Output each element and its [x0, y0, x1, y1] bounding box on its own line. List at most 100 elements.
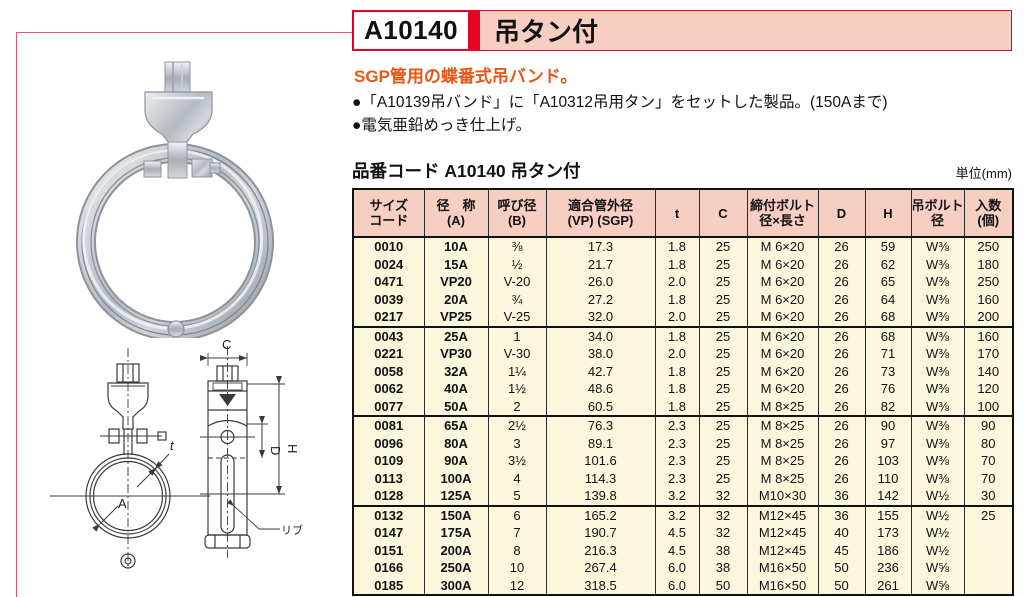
- cell-nominal-dia: 5: [487, 487, 547, 506]
- cell-pipe-od: 34.0: [545, 326, 656, 345]
- cell-hanger-bolt: W½: [910, 487, 965, 506]
- cell-h: 68: [864, 308, 912, 327]
- cell-pipe-od: 139.8: [545, 487, 656, 506]
- table-caption: 品番コード A10140 吊タン付: [352, 161, 581, 181]
- cell-bolt: M12×45: [746, 505, 819, 524]
- label-diameter-a: A: [118, 496, 127, 511]
- table-row: 0128 125A 5 139.8 3.2 32 M10×30 36 142 W½ 30: [352, 487, 1014, 506]
- header-size-code: サイズ コード: [352, 189, 425, 238]
- cell-dia-name: 32A: [423, 362, 489, 380]
- table-row: 0039 20A ¾ 27.2 1.8 25 M 6×20 26 64 W⅜ 160: [352, 290, 1014, 308]
- cell-hanger-bolt: W½: [910, 541, 965, 559]
- cell-hanger-bolt: W⅜: [910, 397, 965, 416]
- cell-t: 1.8: [654, 255, 700, 273]
- cell-bolt: M16×50: [746, 576, 819, 595]
- cell-dia-name: 300A: [423, 576, 489, 595]
- cell-size-code: 0096: [352, 434, 425, 452]
- cell-nominal-dia: V-30: [487, 345, 547, 363]
- cell-c: 25: [698, 469, 748, 487]
- cell-size-code: 0132: [352, 505, 425, 524]
- cell-c: 25: [698, 452, 748, 470]
- cell-pipe-od: 26.0: [545, 273, 656, 291]
- cell-pipe-od: 60.5: [545, 397, 656, 416]
- cell-d: 26: [817, 326, 866, 345]
- header-nominal-dia: 呼び径 (B): [487, 189, 547, 238]
- table-row: 0043 25A 1 34.0 1.8 25 M 6×20 26 68 W⅜ 160: [352, 326, 1014, 345]
- cell-bolt: M 8×25: [746, 452, 819, 470]
- cell-c: 38: [698, 541, 748, 559]
- cell-c: 25: [698, 326, 748, 345]
- cell-nominal-dia: 1¼: [487, 362, 547, 380]
- cell-nominal-dia: 2½: [487, 416, 547, 435]
- cell-qty: 90: [963, 416, 1014, 435]
- table-row: 0221 VP30 V-30 38.0 2.0 25 M 6×20 26 71 W⅜ 170: [352, 345, 1014, 363]
- unit-label: 単位(mm): [955, 166, 1012, 181]
- label-rib: リブ: [281, 523, 303, 537]
- table-row: 0010 10A ⅜ 17.3 1.8 25 M 6×20 26 59 W⅜ 250: [352, 237, 1014, 256]
- cell-h: 110: [864, 469, 912, 487]
- cell-c: 32: [698, 505, 748, 524]
- cell-nominal-dia: V-20: [487, 273, 547, 291]
- cell-h: 82: [864, 397, 912, 416]
- cell-bolt: M 6×20: [746, 255, 819, 273]
- cell-hanger-bolt: W⅜: [910, 452, 965, 470]
- table-row: 0151 200A 8 216.3 4.5 38 M12×45 45 186 W½: [352, 541, 1014, 559]
- cell-hanger-bolt: W⅝: [910, 576, 965, 595]
- cell-size-code: 0109: [352, 452, 425, 470]
- cell-h: 62: [864, 255, 912, 273]
- cell-t: 6.0: [654, 576, 700, 595]
- cell-c: 32: [698, 487, 748, 506]
- cell-size-code: 0147: [352, 524, 425, 542]
- cell-c: 25: [698, 290, 748, 308]
- cell-size-code: 0081: [352, 416, 425, 435]
- cell-dia-name: 50A: [423, 397, 489, 416]
- cell-c: 25: [698, 345, 748, 363]
- cell-qty: 120: [963, 380, 1014, 398]
- cell-dia-name: 40A: [423, 380, 489, 398]
- cell-hanger-bolt: W⅜: [910, 469, 965, 487]
- table-row: 0024 15A ½ 21.7 1.8 25 M 6×20 26 62 W⅜ 180: [352, 255, 1014, 273]
- table-row: 0109 90A 3½ 101.6 2.3 25 M 8×25 26 103 W⅜ 70: [352, 452, 1014, 470]
- cell-c: 25: [698, 380, 748, 398]
- cell-pipe-od: 76.3: [545, 416, 656, 435]
- cell-d: 26: [817, 308, 866, 327]
- cell-t: 1.8: [654, 326, 700, 345]
- table-row: 0217 VP25 V-25 32.0 2.0 25 M 6×20 26 68 W⅜ 200: [352, 308, 1014, 327]
- cell-size-code: 0128: [352, 487, 425, 506]
- bullet-note-2: ●電気亜鉛めっき仕上げ。: [352, 117, 532, 134]
- cell-size-code: 0024: [352, 255, 425, 273]
- header-d: D: [817, 189, 866, 238]
- header-c: C: [698, 189, 748, 238]
- cell-d: 26: [817, 416, 866, 435]
- product-name: 吊タン付: [480, 10, 1012, 51]
- cell-d: 36: [817, 487, 866, 506]
- cell-qty: 200: [963, 308, 1014, 327]
- cell-d: 26: [817, 452, 866, 470]
- header-dia-name: 径 称 (A): [423, 189, 489, 238]
- cell-t: 1.8: [654, 290, 700, 308]
- cell-hanger-bolt: W⅜: [910, 434, 965, 452]
- cell-hanger-bolt: W⅜: [910, 326, 965, 345]
- cell-qty: 30: [963, 487, 1014, 506]
- cell-dia-name: 250A: [423, 559, 489, 577]
- cell-qty: 70: [963, 452, 1014, 470]
- cell-nominal-dia: 8: [487, 541, 547, 559]
- cell-h: 65: [864, 273, 912, 291]
- cell-d: 26: [817, 255, 866, 273]
- table-row: 0077 50A 2 60.5 1.8 25 M 8×25 26 82 W⅜ 100: [352, 397, 1014, 416]
- cell-bolt: M 6×20: [746, 362, 819, 380]
- cell-t: 1.8: [654, 237, 700, 256]
- cell-d: 45: [817, 541, 866, 559]
- cell-c: 25: [698, 434, 748, 452]
- cell-bolt: M 6×20: [746, 237, 819, 256]
- cell-dia-name: VP25: [423, 308, 489, 327]
- table-row: 0081 65A 2½ 76.3 2.3 25 M 8×25 26 90 W⅜ 90: [352, 416, 1014, 435]
- label-thickness-t: t: [170, 438, 175, 453]
- cell-pipe-od: 42.7: [545, 362, 656, 380]
- cell-h: 155: [864, 505, 912, 524]
- cell-size-code: 0113: [352, 469, 425, 487]
- spec-table-wrap: サイズ コード径 称 (A) 呼び径 (B) 適合管外径 (VP) (SGP) t C 締付ボルト…: [352, 188, 1014, 596]
- cell-h: 90: [864, 416, 912, 435]
- cell-size-code: 0471: [352, 273, 425, 291]
- cell-d: 26: [817, 380, 866, 398]
